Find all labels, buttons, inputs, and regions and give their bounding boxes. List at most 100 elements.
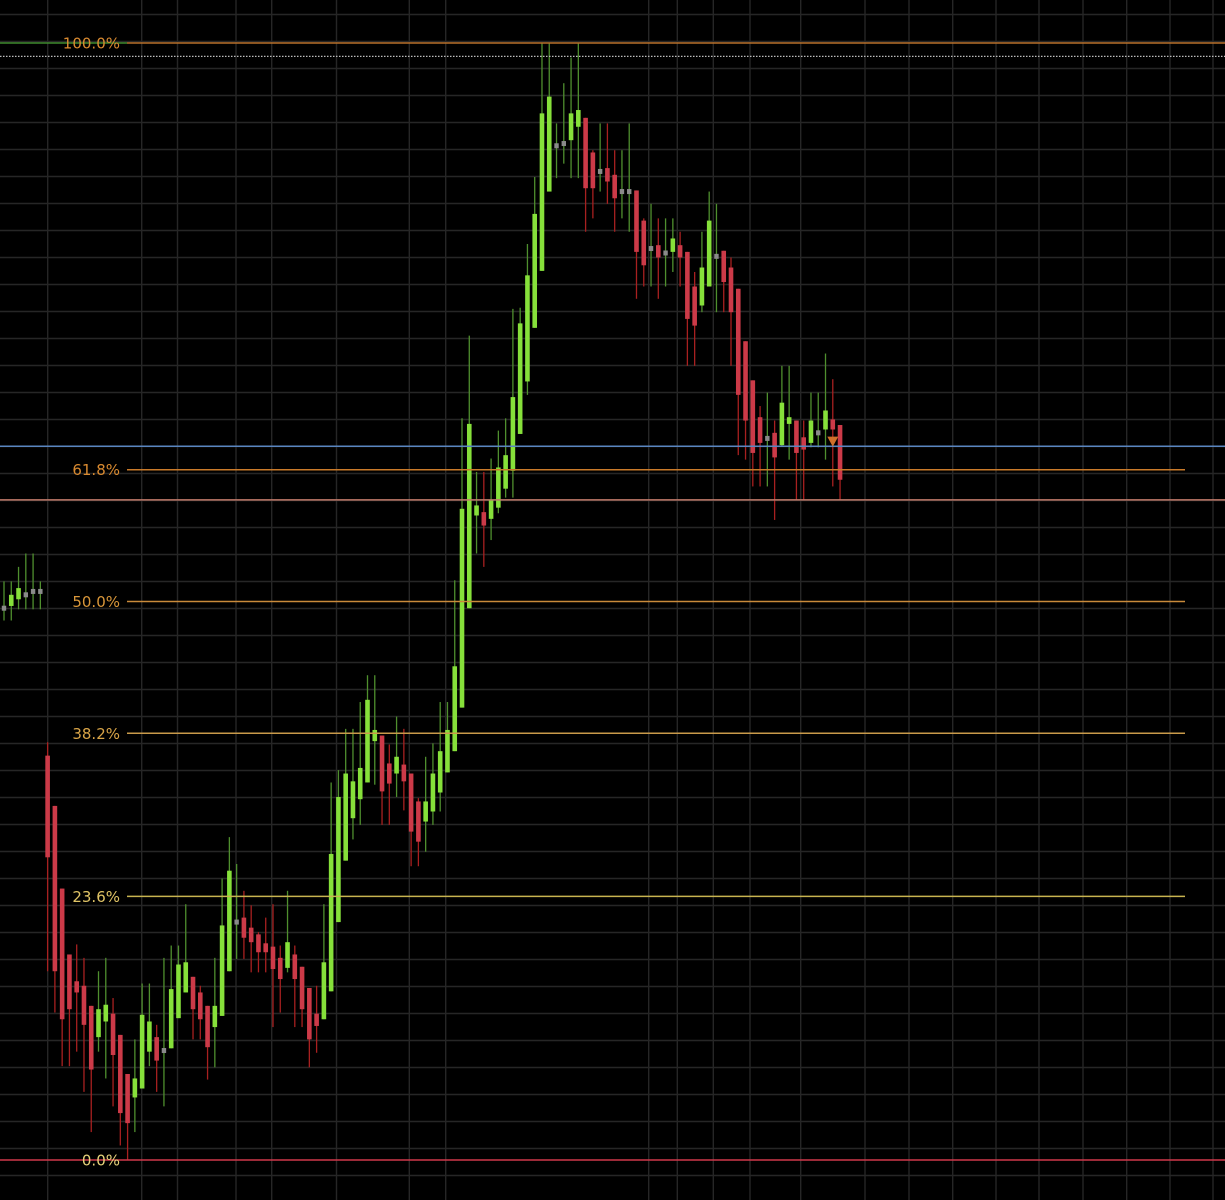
candle-up (474, 471, 479, 554)
candle-body (248, 927, 254, 943)
candle-body (437, 751, 443, 793)
candle-up (445, 702, 450, 773)
candle-doji (765, 392, 770, 487)
candle-down (634, 190, 639, 299)
candle-body (285, 942, 290, 968)
candle-body (328, 853, 334, 992)
candle-down (67, 954, 72, 1067)
candle-down (277, 945, 283, 1013)
candle-body (74, 981, 79, 993)
candle-body (227, 870, 232, 972)
candles (1, 43, 843, 1160)
candle-up (510, 308, 516, 498)
candle-down (197, 985, 203, 1040)
candle-down (408, 773, 414, 867)
candle-body (234, 919, 239, 925)
candle-doji (23, 553, 29, 610)
candle-down (190, 976, 196, 1040)
candle-doji (1, 581, 7, 621)
candle-up (227, 837, 232, 972)
candle-up (503, 418, 508, 498)
candle-body (619, 189, 625, 195)
candle-body (314, 1013, 319, 1026)
candle-doji (627, 123, 632, 232)
candle-body (699, 267, 705, 306)
candle-down (292, 945, 298, 1028)
candle-body (139, 1014, 145, 1089)
candle-doji (619, 150, 625, 219)
candle-body (103, 1004, 109, 1022)
candle-body (757, 417, 763, 443)
candle-up (212, 957, 218, 1068)
candle-body (430, 773, 436, 812)
candle-down (743, 341, 748, 460)
fib-level-label: 50.0% (72, 593, 120, 611)
candle-down (692, 271, 697, 366)
candle-up (372, 675, 378, 785)
candle-body (357, 767, 363, 800)
candle-down (241, 890, 247, 959)
candle-down (81, 957, 87, 1092)
candle-up (670, 218, 676, 272)
fibonacci-labels: 100.0% 61.8% 50.0% 38.2% 23.6% 0.0% (63, 35, 120, 1170)
candle-body (714, 253, 719, 259)
candle-body (110, 1013, 116, 1056)
candle-body (183, 962, 189, 993)
candle-body (270, 946, 276, 969)
candle-body (685, 251, 690, 319)
candle-body (481, 512, 487, 526)
fibonacci-levels[interactable] (0, 42, 1225, 1161)
candle-body (394, 756, 399, 774)
candle-body (554, 143, 559, 149)
candle-doji (816, 392, 821, 448)
candle-up (539, 43, 545, 271)
candle-body (125, 1073, 130, 1124)
candle-body (743, 341, 748, 421)
fib-level-label: 38.2% (72, 725, 120, 743)
candle-up (328, 782, 334, 992)
candle-body (263, 943, 269, 953)
candle-body (350, 781, 356, 819)
candle-body (656, 245, 661, 258)
candle-down (685, 251, 690, 366)
candle-down (307, 987, 312, 1068)
candle-body (219, 925, 225, 1016)
candle-up (96, 971, 101, 1052)
candle-up (525, 244, 530, 395)
candle-body (154, 1037, 159, 1061)
candle-up (103, 957, 109, 1079)
candle-doji (554, 123, 559, 179)
candle-down (837, 425, 843, 500)
candle-body (59, 888, 65, 1020)
candle-body (605, 168, 610, 182)
candle-body (423, 801, 428, 822)
candle-down (677, 231, 683, 287)
candle-up (568, 57, 574, 179)
candle-down (45, 742, 50, 972)
candle-body (343, 773, 348, 861)
candle-body (590, 152, 596, 189)
candle-body (721, 250, 727, 283)
candle-body (779, 402, 785, 446)
candle-body (692, 286, 697, 326)
candle-body (16, 588, 21, 600)
candle-body (88, 1005, 94, 1070)
candle-body (641, 220, 647, 266)
candle-up (808, 392, 814, 448)
candle-body (452, 666, 458, 752)
candle-body (706, 220, 712, 287)
candle-body (648, 246, 654, 252)
candle-down (721, 250, 727, 313)
candle-up (459, 418, 465, 708)
candle-body (794, 420, 799, 453)
candle-body (801, 437, 806, 450)
candle-down (256, 932, 261, 973)
candle-up (321, 904, 327, 1020)
candle-up (219, 878, 225, 1016)
candle-body (292, 954, 298, 980)
candle-body (561, 141, 566, 147)
candle-body (256, 934, 261, 953)
candle-down (154, 1024, 159, 1092)
candle-body (118, 1034, 123, 1114)
